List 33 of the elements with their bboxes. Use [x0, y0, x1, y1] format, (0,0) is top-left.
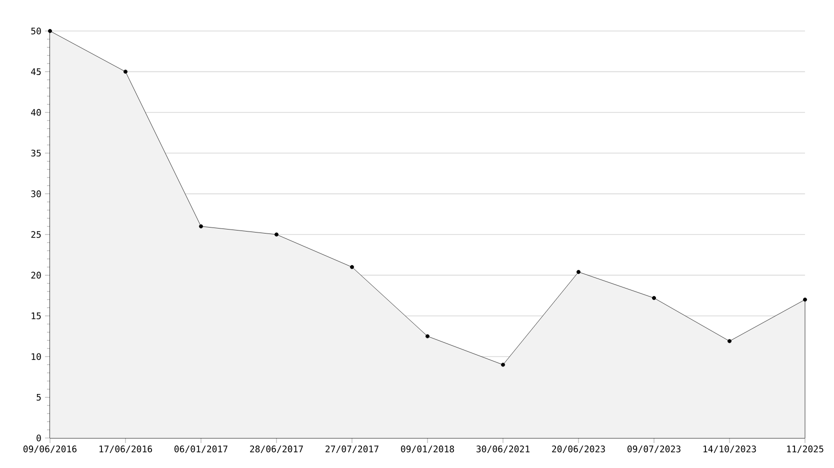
x-tick-label: 09/01/2018 — [400, 446, 454, 454]
y-tick-label: 20 — [31, 272, 41, 279]
x-tick-label: 30/06/2021 — [476, 446, 530, 454]
y-tick-label: 35 — [31, 150, 41, 156]
y-tick-label: 25 — [31, 231, 41, 238]
y-tick-label: 50 — [31, 28, 41, 34]
x-tick-label: 11/2025 — [787, 446, 824, 454]
x-tick-label: 28/06/2017 — [250, 446, 303, 454]
y-tick-label: 0 — [36, 434, 41, 442]
x-tick-label: 06/01/2017 — [174, 446, 228, 454]
x-tick-label: 14/10/2023 — [704, 446, 756, 454]
point — [124, 70, 128, 74]
y-tick-label: 45 — [31, 68, 41, 76]
point — [576, 270, 581, 274]
y-tick-label: 40 — [31, 108, 41, 116]
x-tick-label: 17/06/2016 — [99, 446, 152, 454]
x-tick-label: 27/07/2017 — [326, 446, 378, 454]
point — [350, 265, 354, 270]
y-tick-label: 5 — [36, 394, 41, 401]
x-tick-label: 09/07/2023 — [628, 446, 680, 454]
point — [803, 298, 808, 302]
point — [48, 28, 52, 33]
y-tick-label: 15 — [32, 312, 41, 320]
x-tick-label: 20/06/2023 — [552, 446, 605, 454]
point — [728, 339, 732, 344]
y-tick-label: 30 — [31, 190, 41, 198]
point — [652, 296, 656, 300]
point — [274, 232, 279, 236]
y-tick-label: 10 — [32, 353, 41, 360]
point — [426, 334, 430, 338]
x-tick-label: 09/06/2016 — [23, 446, 76, 454]
point — [501, 362, 506, 367]
point — [199, 224, 203, 228]
